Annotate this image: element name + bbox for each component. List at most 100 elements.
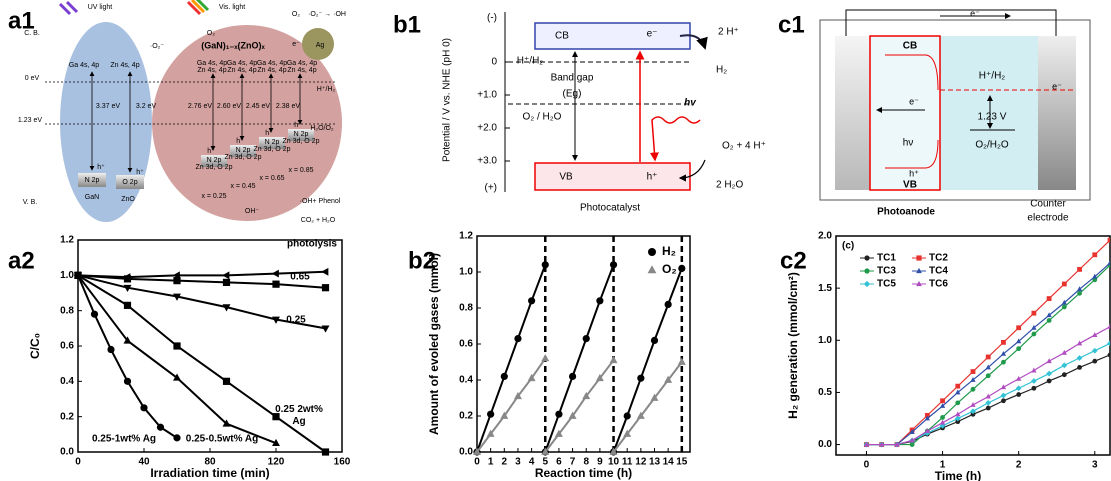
legend-marker: [864, 255, 870, 261]
diagram-text: 2 H₂O: [716, 180, 743, 191]
photoanode: [869, 35, 941, 191]
series-line: [866, 262, 1110, 446]
diagram-text: Vis. light: [219, 4, 245, 11]
x-tick-label: 0: [75, 457, 81, 468]
vb-box: [534, 162, 691, 191]
diagram-text: O₂ + 4 H⁺: [722, 141, 766, 152]
data-point: [1077, 290, 1082, 296]
diagram-text: 2 H⁺: [718, 27, 739, 38]
y-tick-label: 1.0: [60, 270, 74, 281]
data-point: [955, 389, 961, 395]
data-point: [1107, 340, 1110, 347]
series-line: [866, 239, 1110, 446]
x-axis-title: Reaction time (h): [535, 466, 632, 480]
y-tick-label: 0.8: [459, 303, 473, 314]
data-point: [1091, 347, 1098, 354]
series-label-box: 0.25 2wt% Ag: [275, 404, 323, 427]
y-tick-label: 0.0: [818, 439, 832, 450]
data-point: [609, 261, 618, 269]
diagram-text: GaN: [85, 194, 99, 201]
data-point: [636, 411, 645, 419]
x-tick-label: 1: [940, 460, 946, 471]
data-point: [514, 391, 522, 400]
diagram-text: O 2p: [122, 179, 137, 186]
data-point: [1016, 392, 1022, 397]
diagram-text: H⁺/H₂: [517, 56, 544, 67]
diagram-text: e⁻: [292, 41, 300, 48]
data-point: [924, 412, 930, 418]
x-tick-label: 2: [1016, 460, 1022, 471]
data-point: [173, 277, 181, 285]
potential-ticks: [505, 61, 510, 162]
data-point: [321, 325, 330, 333]
diagram-text: h⁺: [909, 168, 919, 178]
x-tick-label: 13: [649, 457, 661, 468]
data-point: [554, 429, 563, 437]
diagram-a1: [45, 0, 342, 222]
data-point: [985, 405, 991, 411]
diagram-text: 3.37 eV: [96, 103, 120, 110]
data-point: [123, 275, 132, 283]
data-point: [650, 336, 659, 344]
data-point: [1001, 359, 1006, 365]
legend-label: TC3: [877, 266, 896, 277]
diagram-text: e⁻: [1052, 81, 1062, 91]
legend-marker: [648, 248, 656, 256]
series-line: [77, 274, 326, 330]
y-tick-label: 0.4: [60, 376, 74, 387]
wire: [845, 9, 1057, 36]
legend-marker: [916, 267, 922, 274]
y-tick-label: 0.5: [818, 387, 832, 398]
diagram-text: 1.23 V: [978, 112, 1007, 123]
diagram-text: O₂/H₂O: [975, 140, 1009, 151]
data-point: [140, 404, 148, 412]
data-point: [582, 391, 591, 400]
series-line: [866, 326, 1110, 446]
y-tick-label: 2.0: [818, 231, 832, 242]
data-point: [486, 429, 495, 437]
diagram-text: N 2p: [85, 177, 100, 184]
y-tick-label: 1.0: [818, 335, 832, 346]
data-point: [637, 374, 645, 382]
diagram-text: O₂: [292, 11, 300, 18]
diagram-text: N 2p: [294, 131, 309, 138]
data-point: [985, 373, 991, 379]
data-point: [1046, 318, 1052, 323]
diagram-text: Zn 3d, O 2p: [225, 154, 262, 161]
solid-solution-ellipse: [152, 25, 342, 221]
diagram-text: Zn 3d, O 2p: [254, 146, 291, 153]
data-point: [1046, 378, 1052, 384]
data-point: [1016, 346, 1022, 352]
vb-edge: [885, 139, 939, 169]
legend-marker: [863, 280, 871, 288]
legend-label: TC5: [877, 279, 896, 290]
legend-label: H₂: [662, 244, 676, 258]
data-point: [568, 411, 577, 419]
plot-area: [473, 261, 686, 456]
data-point: [970, 402, 976, 407]
data-point: [970, 377, 976, 382]
counter-electrode: [1038, 36, 1076, 190]
data-point: [527, 373, 536, 382]
legend-marker: [916, 280, 922, 287]
plot-area: [73, 267, 330, 456]
data-point: [623, 429, 632, 437]
diagram-text: x = 0.85: [288, 167, 313, 174]
diagram-text: Photoanode: [877, 207, 935, 218]
data-point: [173, 373, 181, 381]
data-point: [222, 278, 231, 286]
data-point: [173, 434, 181, 442]
data-point: [954, 415, 961, 422]
data-point: [1015, 385, 1022, 392]
diagram-text: +3.0: [477, 156, 497, 167]
diagram-text: 3.2 eV: [136, 103, 157, 110]
diagram-text: electrode: [1027, 213, 1069, 224]
diagram-text: +1.0: [477, 90, 497, 101]
data-point: [1001, 398, 1006, 404]
series-label: 0.25-0.5wt% Ag: [186, 434, 258, 445]
oxidation-arrow: [678, 159, 706, 182]
y-tick-label: 1.2: [459, 231, 473, 242]
legend-label: TC4: [929, 266, 948, 277]
diagram-text: 0: [491, 57, 497, 68]
diagram-text: Band gap: [551, 73, 594, 84]
